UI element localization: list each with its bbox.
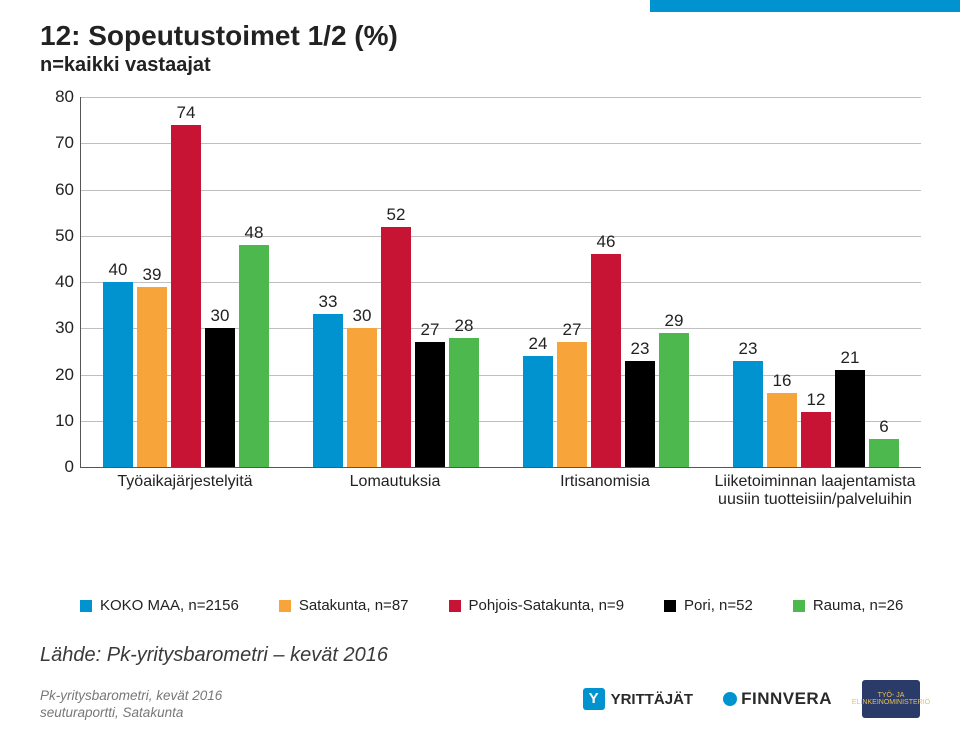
bar-value-label: 46	[591, 232, 621, 252]
yrittajat-text: YRITTÄJÄT	[611, 691, 694, 708]
bar-value-label: 24	[523, 334, 553, 354]
plot-area: 403974304833305227282427462329231612216	[80, 97, 921, 468]
bar-value-label: 48	[239, 223, 269, 243]
x-category-label: Lomautuksia	[290, 473, 500, 491]
bar-value-label: 28	[449, 316, 479, 336]
footer-line-2: seuturaportti, Satakunta	[40, 704, 222, 722]
bar-chart: 01020304050607080 4039743048333052272824…	[40, 97, 920, 527]
legend-item: Pori, n=52	[664, 597, 753, 614]
bar-group: 2427462329	[501, 97, 711, 467]
bar-value-label: 6	[869, 417, 899, 437]
y-axis: 01020304050607080	[40, 97, 80, 467]
legend-item: KOKO MAA, n=2156	[80, 597, 239, 614]
bar: 39	[137, 287, 167, 467]
bar: 6	[869, 439, 899, 467]
finnvera-text: FINNVERA	[741, 689, 832, 709]
yrittajat-icon: Y	[583, 688, 605, 710]
tem-text: TYÖ- JA ELINKEINOMINISTERIÖ	[852, 692, 930, 707]
bar: 21	[835, 370, 865, 467]
finnvera-icon	[723, 692, 737, 706]
logo-tem: TYÖ- JA ELINKEINOMINISTERIÖ	[862, 680, 920, 718]
y-tick-label: 10	[55, 411, 74, 431]
legend-swatch	[279, 600, 291, 612]
bar-value-label: 30	[347, 306, 377, 326]
legend-item: Rauma, n=26	[793, 597, 903, 614]
bar-value-label: 29	[659, 311, 689, 331]
bar-value-label: 12	[801, 390, 831, 410]
legend-label: Pohjois-Satakunta, n=9	[469, 597, 625, 614]
bar-value-label: 39	[137, 265, 167, 285]
bar: 52	[381, 227, 411, 468]
legend: KOKO MAA, n=2156 Satakunta, n=87 Pohjois-S…	[80, 597, 920, 614]
legend-swatch	[449, 600, 461, 612]
bar-value-label: 30	[205, 306, 235, 326]
bar: 16	[767, 393, 797, 467]
x-category-label: Työaikajärjestelyitä	[80, 473, 290, 491]
bar: 33	[313, 314, 343, 467]
bar-value-label: 40	[103, 260, 133, 280]
x-category-label: Liiketoiminnan laajentamista uusiin tuot…	[710, 473, 920, 510]
bar: 29	[659, 333, 689, 467]
legend-label: Satakunta, n=87	[299, 597, 409, 614]
bar-value-label: 27	[415, 320, 445, 340]
bar-value-label: 23	[625, 339, 655, 359]
bar: 40	[103, 282, 133, 467]
bar: 23	[625, 361, 655, 467]
bar-group: 231612216	[711, 97, 921, 467]
bar: 30	[347, 328, 377, 467]
x-category-label: Irtisanomisia	[500, 473, 710, 491]
legend-swatch	[664, 600, 676, 612]
legend-swatch	[80, 600, 92, 612]
logo-row: Y YRITTÄJÄT FINNVERA TYÖ- JA ELINKEINOMI…	[583, 680, 920, 718]
bar-value-label: 16	[767, 371, 797, 391]
bar: 27	[415, 342, 445, 467]
bar: 30	[205, 328, 235, 467]
footer-line-1: Pk-yritysbarometri, kevät 2016	[40, 687, 222, 705]
bar: 46	[591, 254, 621, 467]
slide: 12: Sopeutustoimet 1/2 (%) n=kaikki vast…	[0, 0, 960, 738]
bar-value-label: 21	[835, 348, 865, 368]
legend-swatch	[793, 600, 805, 612]
bar-value-label: 27	[557, 320, 587, 340]
bar: 74	[171, 125, 201, 467]
x-axis-labels: TyöaikajärjestelyitäLomautuksiaIrtisanom…	[80, 469, 920, 539]
logo-yrittajat: Y YRITTÄJÄT	[583, 688, 694, 710]
accent-bar	[650, 0, 960, 12]
y-tick-label: 70	[55, 133, 74, 153]
y-tick-label: 50	[55, 226, 74, 246]
bar: 28	[449, 338, 479, 468]
bar-value-label: 23	[733, 339, 763, 359]
bar: 23	[733, 361, 763, 467]
y-tick-label: 0	[65, 457, 74, 477]
bar-value-label: 33	[313, 292, 343, 312]
y-tick-label: 40	[55, 272, 74, 292]
legend-item: Pohjois-Satakunta, n=9	[449, 597, 625, 614]
legend-label: Pori, n=52	[684, 597, 753, 614]
bar-value-label: 52	[381, 205, 411, 225]
legend-label: KOKO MAA, n=2156	[100, 597, 239, 614]
y-tick-label: 80	[55, 87, 74, 107]
footer: Pk-yritysbarometri, kevät 2016 seuturapo…	[40, 687, 222, 722]
slide-subtitle: n=kaikki vastaajat	[40, 54, 920, 77]
legend-item: Satakunta, n=87	[279, 597, 409, 614]
bar: 27	[557, 342, 587, 467]
y-tick-label: 30	[55, 318, 74, 338]
slide-title: 12: Sopeutustoimet 1/2 (%)	[40, 20, 920, 52]
bar-group: 3330522728	[291, 97, 501, 467]
bar: 12	[801, 412, 831, 468]
bar: 24	[523, 356, 553, 467]
bar: 48	[239, 245, 269, 467]
y-tick-label: 60	[55, 180, 74, 200]
y-tick-label: 20	[55, 365, 74, 385]
source-line: Lähde: Pk-yritysbarometri – kevät 2016	[40, 644, 920, 667]
logo-finnvera: FINNVERA	[723, 689, 832, 709]
legend-label: Rauma, n=26	[813, 597, 903, 614]
bar-group: 4039743048	[81, 97, 291, 467]
bar-value-label: 74	[171, 103, 201, 123]
